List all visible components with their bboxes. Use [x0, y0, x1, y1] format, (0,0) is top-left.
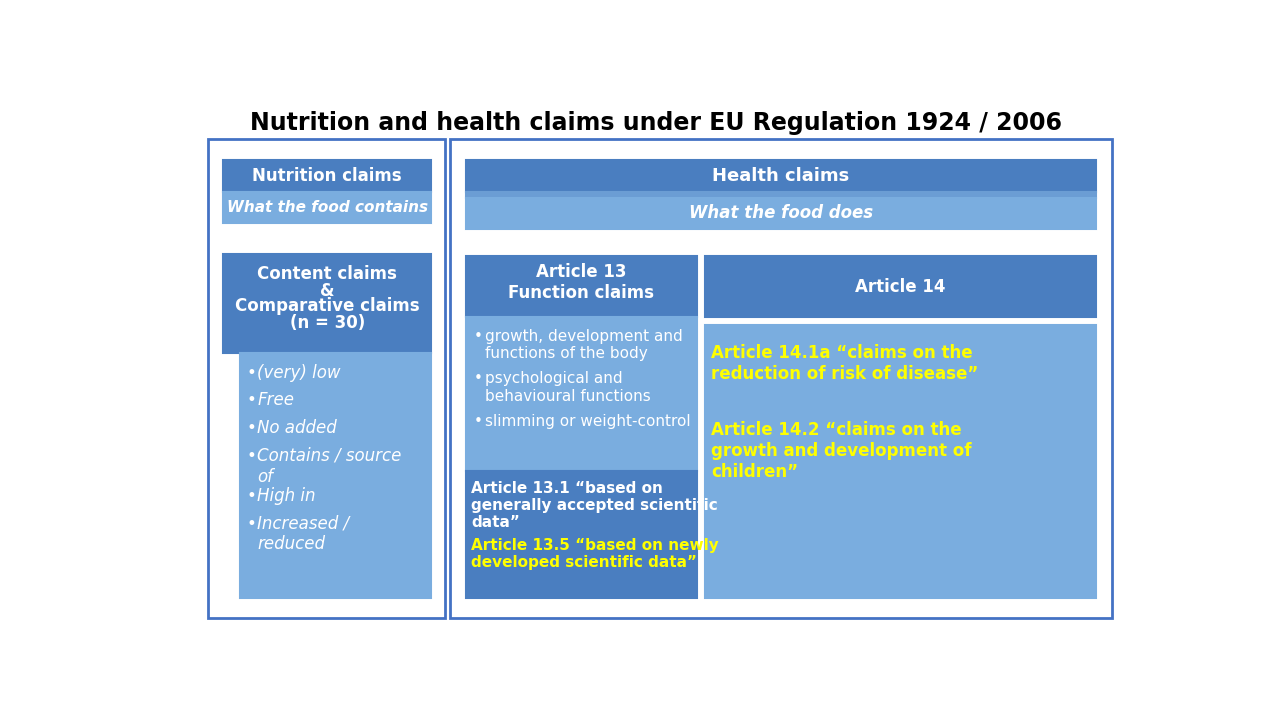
- FancyBboxPatch shape: [466, 256, 696, 318]
- Text: (very) low: (very) low: [257, 364, 340, 382]
- Text: Article 13.5 “based on newly
developed scientific data”: Article 13.5 “based on newly developed s…: [471, 538, 719, 570]
- FancyBboxPatch shape: [466, 198, 1096, 229]
- Text: •: •: [246, 515, 256, 533]
- FancyBboxPatch shape: [223, 192, 431, 222]
- FancyBboxPatch shape: [449, 139, 1112, 618]
- Text: Comparative claims: Comparative claims: [236, 297, 420, 315]
- Text: Nutrition and health claims under EU Regulation 1924 / 2006: Nutrition and health claims under EU Reg…: [250, 111, 1062, 135]
- Text: Increased /
reduced: Increased / reduced: [257, 515, 349, 553]
- Text: •: •: [474, 372, 483, 387]
- Text: Free: Free: [257, 391, 294, 409]
- Text: slimming or weight-control: slimming or weight-control: [485, 414, 691, 428]
- Text: psychological and
behavioural functions: psychological and behavioural functions: [485, 372, 650, 404]
- FancyBboxPatch shape: [704, 325, 1096, 598]
- Text: Article 14.1a “claims on the
reduction of risk of disease”: Article 14.1a “claims on the reduction o…: [712, 344, 979, 383]
- Text: Health claims: Health claims: [712, 167, 850, 185]
- Text: Contains / source
of: Contains / source of: [257, 446, 402, 485]
- Text: Article 14.2 “claims on the
growth and development of
children”: Article 14.2 “claims on the growth and d…: [712, 421, 972, 481]
- Text: No added: No added: [257, 419, 337, 437]
- Text: •: •: [474, 414, 483, 428]
- Text: (n = 30): (n = 30): [289, 315, 365, 333]
- FancyBboxPatch shape: [466, 472, 696, 598]
- Text: •: •: [246, 487, 256, 505]
- Text: Nutrition claims: Nutrition claims: [252, 167, 402, 185]
- Text: Article 13.1 “based on
generally accepted scientific
data”: Article 13.1 “based on generally accepte…: [471, 481, 718, 531]
- Text: What the food contains: What the food contains: [227, 199, 428, 215]
- Text: •: •: [474, 329, 483, 344]
- FancyBboxPatch shape: [223, 160, 431, 192]
- Text: •: •: [246, 364, 256, 382]
- Text: •: •: [246, 419, 256, 437]
- FancyBboxPatch shape: [704, 256, 1096, 318]
- Text: •: •: [246, 446, 256, 465]
- Text: Article 13
Function claims: Article 13 Function claims: [508, 264, 654, 302]
- FancyBboxPatch shape: [466, 318, 696, 472]
- Text: growth, development and
functions of the body: growth, development and functions of the…: [485, 329, 682, 361]
- Text: Content claims: Content claims: [257, 265, 397, 283]
- FancyBboxPatch shape: [466, 192, 1096, 198]
- Text: •: •: [246, 391, 256, 409]
- FancyBboxPatch shape: [207, 139, 445, 618]
- Text: Article 14: Article 14: [855, 278, 946, 296]
- FancyBboxPatch shape: [466, 160, 1096, 192]
- Text: &: &: [320, 282, 334, 300]
- Text: What the food does: What the food does: [689, 204, 873, 222]
- FancyBboxPatch shape: [223, 254, 431, 353]
- Text: High in: High in: [257, 487, 316, 505]
- FancyBboxPatch shape: [241, 353, 431, 598]
